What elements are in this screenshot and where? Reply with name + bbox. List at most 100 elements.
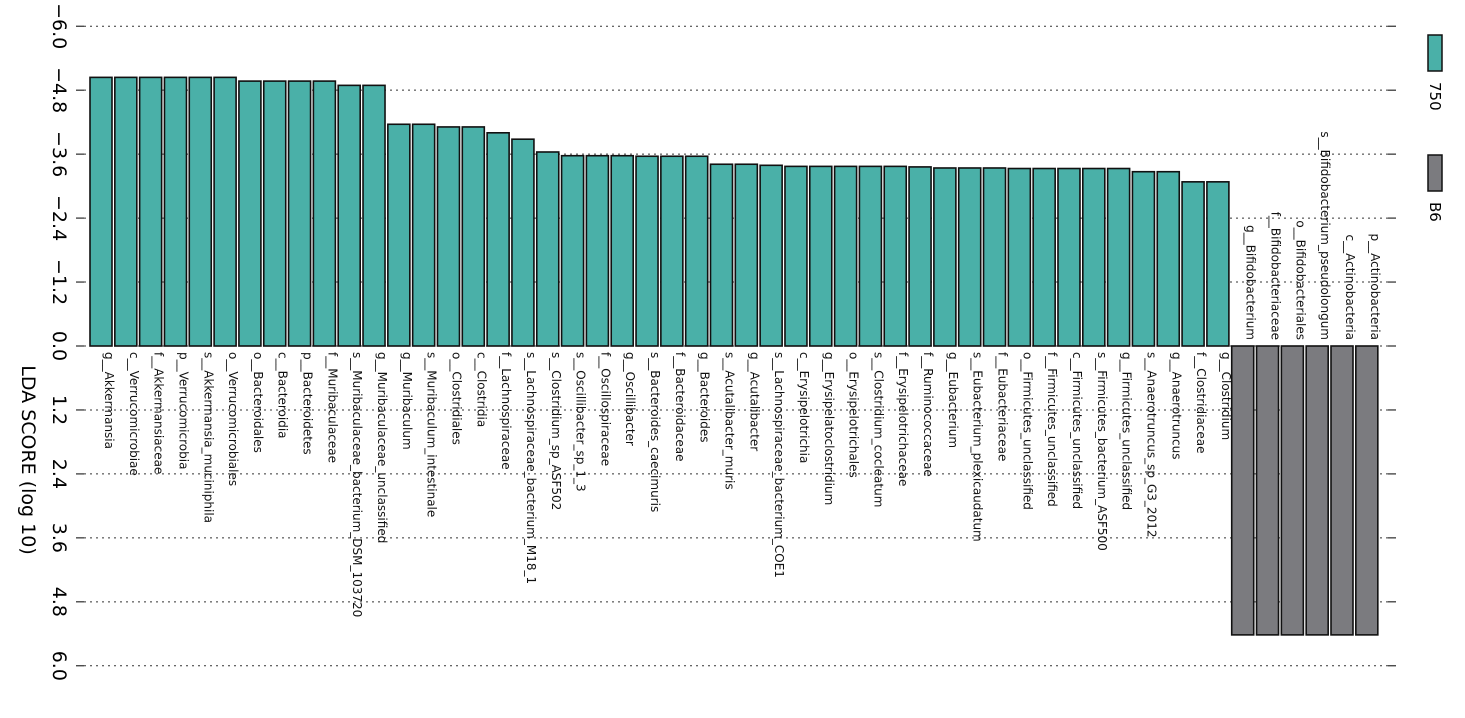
bar-label: o__Verrucomicrobiales (226, 352, 240, 486)
y-tick-label: 0.0 (48, 331, 70, 361)
bar-f__Muribaculaceae (312, 80, 337, 347)
bar-label: s__Lachnospiraceae_bacterium_M18_1 (524, 352, 538, 584)
bar-s__Oscillibacter_sp_1_3 (560, 154, 585, 347)
bar-s__Anaerotruncus_sp_G3_2012 (1131, 170, 1156, 347)
bar-label: f__Eubacteriaceae (996, 352, 1010, 461)
bar-s__Akkermansia_muciniphila (188, 76, 213, 347)
bar-g__Muribaculaceae_unclassified (362, 84, 386, 347)
bar-label: g__Oscillibacter (623, 352, 637, 446)
y-tick-label: 1.2 (48, 395, 70, 425)
bar-label: s__Muribaculum_intestinale (425, 352, 439, 517)
bar-g__Muribaculum (387, 123, 411, 347)
bar-label: f__Firmicutes_unclassified (1045, 352, 1059, 507)
bar-label: c__Clostridia (474, 352, 488, 427)
y-axis-ticks: −6.0 −4.8 −3.6 −2.4 −1.2 0.0 1.2 2.4 3.6 4.8 6.0 (48, 3, 1396, 681)
bar-g__Firmicutes_unclassified (1106, 167, 1131, 347)
bar-c__Firmicutes_unclassified (1057, 167, 1081, 347)
bar-label: s__Eubacterium_plexicaudatum (971, 352, 985, 542)
bar-label: p__Verrucomicrobia (176, 352, 190, 469)
bar-label: f__Muribaculaceae (325, 352, 339, 463)
bar-c__Clostridia (461, 126, 486, 347)
y-axis-label: LDA SCORE (log 10) (17, 365, 39, 554)
bar-label: c__Firmicutes_unclassified (1070, 352, 1084, 509)
bar-f__Lachnospiraceae (486, 132, 510, 347)
bar-label: f__Akkermansiaceae (152, 352, 166, 474)
bar-label: f__Lachnospiraceae (499, 352, 513, 470)
bar-s__Firmicutes_bacterium_ASF500 (1082, 167, 1106, 347)
bar-label: f__Oscillospiraceae (598, 352, 612, 466)
y-tick-label: −2.4 (48, 195, 70, 241)
bar-o__Erysipelotrichales (833, 165, 858, 347)
legend-label: 750 (1426, 82, 1444, 111)
bar-label: c__Bacteroidia (276, 352, 290, 439)
bar-c__Erysipelotrichia (784, 165, 808, 347)
bar-f__Ruminococcaceae (908, 166, 932, 347)
bar-label: g__Anaerotruncus (1169, 352, 1183, 459)
legend-swatch-B6 (1427, 154, 1443, 192)
bar-label: c__Actinobacteria (1343, 235, 1357, 340)
bar-label: c__Verrucomicrobiae (127, 352, 141, 476)
bar-label: o__Clostridiales (449, 352, 463, 445)
bar-label: g__Bacteroides (698, 352, 712, 443)
bar-label: f__Erysipelotrichaceae (896, 352, 910, 486)
bar-label: s__Oscillibacter_sp_1_3 (574, 352, 588, 492)
bar-label: g__Acutalibacter (747, 352, 761, 451)
bar-label: g__Muribaculum (400, 352, 414, 450)
bar-c__Bacteroidia (262, 80, 287, 347)
bar-f__Oscillospiraceae (585, 154, 610, 347)
bar-s__Bifidobacterium_pseudolongum (1305, 345, 1329, 636)
bar-s__Clostridium_cocleatum (858, 165, 883, 347)
bar-c__Verrucomicrobiae (114, 76, 138, 347)
bar-g__Acutalibacter (734, 163, 759, 347)
bar-g__Clostridium (1206, 181, 1230, 347)
y-tick-label: −3.6 (48, 131, 70, 177)
bar-p__Actinobacteria (1355, 345, 1379, 636)
bar-label: p__Actinobacteria (1368, 234, 1382, 340)
bar-label: c__Erysipelotrichia (797, 352, 811, 463)
bar-p__Verrucomicrobia (163, 76, 188, 347)
y-tick-label: −4.8 (48, 67, 70, 113)
bar-label: g__Erysipelatoclostridium (822, 352, 836, 505)
legend-swatch-750 (1427, 34, 1443, 72)
y-tick-label: 2.4 (48, 459, 70, 489)
bar-g__Erysipelatoclostridium (808, 165, 833, 347)
bar-label: s__Bacteroides_caecimuris (648, 352, 662, 512)
bar-g__Oscillibacter (610, 154, 635, 347)
bars (89, 76, 1379, 636)
bar-o__Verrucomicrobiales (213, 76, 237, 347)
bar-f__Bifidobacteriaceae (1255, 345, 1280, 636)
bar-s__Clostridium_sp_ASF502 (535, 151, 560, 347)
bar-o__Firmicutes_unclassified (1007, 167, 1032, 347)
bar-label: g__Clostridium (1219, 352, 1233, 440)
bar-f__Akkermansiaceae (138, 76, 163, 347)
bar-s__Eubacterium_plexicaudatum (957, 167, 982, 347)
legend: 750 B6 (1426, 34, 1444, 222)
y-tick-label: 4.8 (48, 587, 70, 617)
bar-p__Bacteroidetes (287, 80, 312, 347)
bar-f__Eubacteriaceae (982, 167, 1007, 347)
bar-f__Clostridiaceae (1181, 181, 1205, 347)
bar-s__Muribaculum_intestinale (411, 123, 436, 347)
bar-label: f__Ruminococcaceae (921, 352, 935, 477)
bar-s__Acutalibacter_muris (709, 163, 734, 347)
bar-g__Akkermansia (89, 76, 113, 347)
bar-f__Firmicutes_unclassified (1032, 167, 1056, 347)
bar-label: o__Firmicutes_unclassified (1020, 352, 1034, 510)
bar-g__Bifidobacterium (1230, 345, 1255, 636)
bar-f__Erysipelotrichaceae (883, 165, 908, 347)
bar-labels: g__Akkermansia c__Verrucomicrobiae f__Akke… (102, 131, 1382, 617)
bar-s__Lachnospiraceae_bacterium_M18_1 (511, 138, 535, 347)
bar-label: s__Lachnospiraceae_bacterium_COE1 (772, 352, 786, 578)
bar-label: f__Clostridiaceae (1194, 352, 1208, 454)
bar-o__Bacteroidales (238, 80, 262, 347)
bar-o__Clostridiales (436, 126, 461, 347)
bar-c__Actinobacteria (1330, 345, 1354, 636)
legend-label: B6 (1426, 202, 1444, 222)
bar-label: p__Bacteroidetes (301, 352, 315, 455)
bar-label: g__Eubacterium (946, 352, 960, 448)
bar-label: o__Bacteroidales (251, 352, 265, 453)
bar-label: f__Bifidobacteriaceae (1269, 212, 1283, 340)
bar-label: s__Clostridium_sp_ASF502 (549, 352, 563, 510)
bar-label: s__Muribaculaceae_bacterium_DSM_103720 (350, 352, 364, 617)
